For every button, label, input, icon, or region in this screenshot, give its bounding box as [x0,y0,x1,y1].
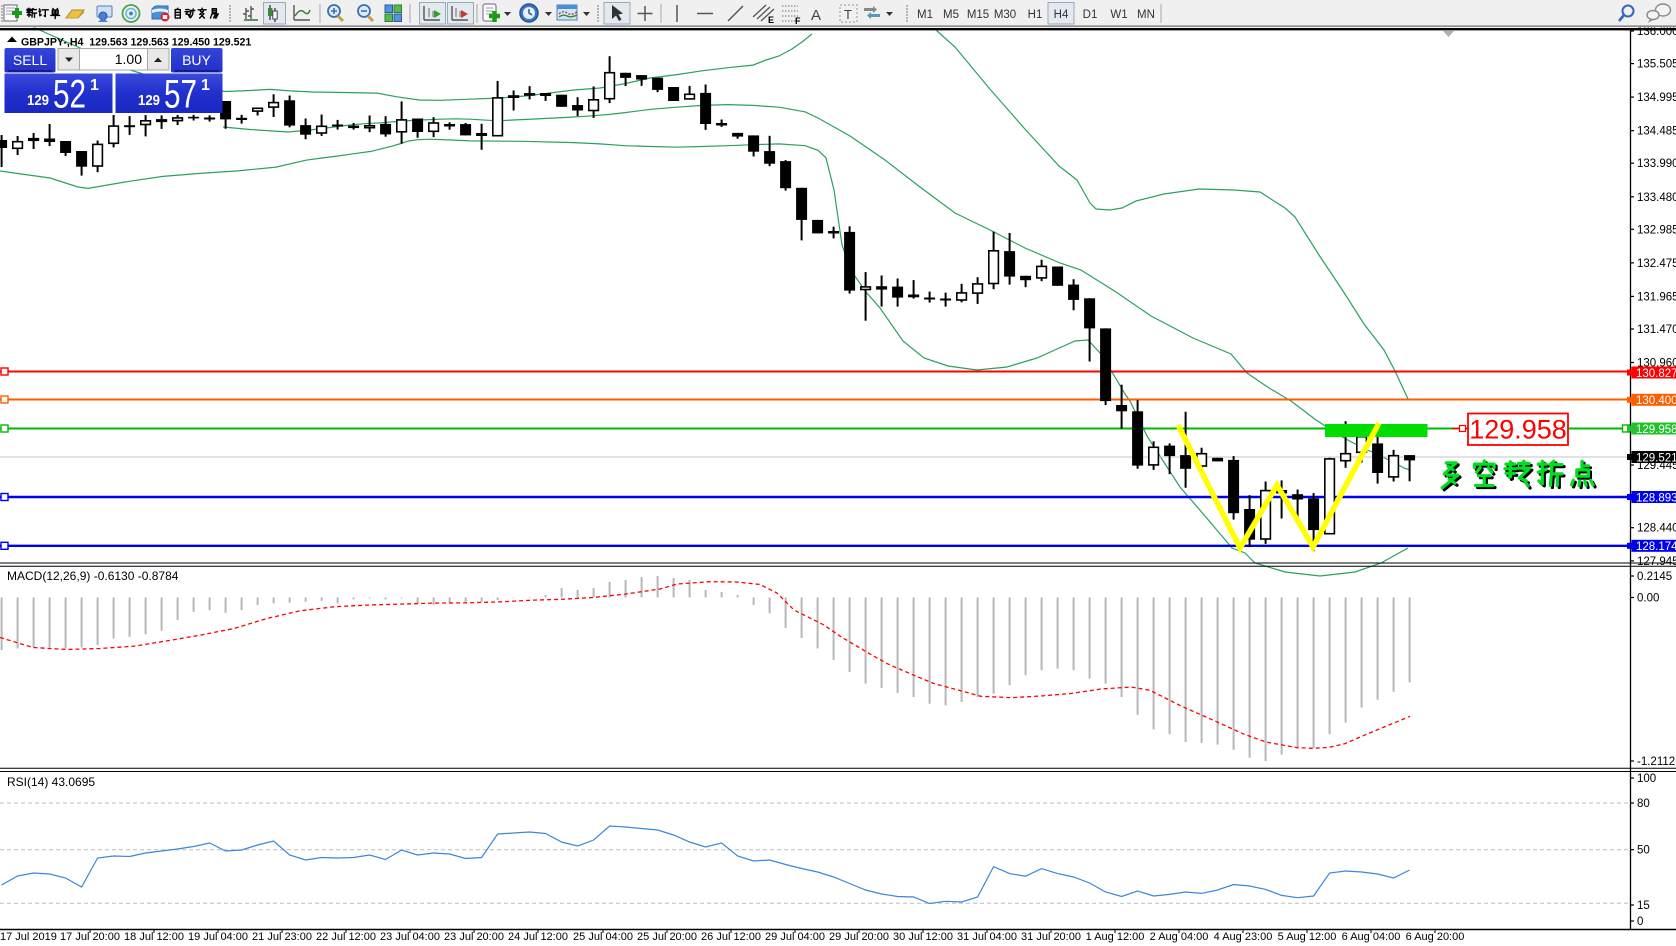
svg-text:24 Jul 12:00: 24 Jul 12:00 [508,931,568,943]
svg-text:MACD(12,26,9) -0.6130 -0.8784: MACD(12,26,9) -0.6130 -0.8784 [7,569,179,583]
svg-text:50: 50 [1637,845,1650,857]
svg-text:23 Jul 20:00: 23 Jul 20:00 [444,931,504,943]
svg-text:26 Jul 12:00: 26 Jul 12:00 [701,931,761,943]
svg-text:100: 100 [1637,773,1656,785]
svg-text:6 Aug 20:00: 6 Aug 20:00 [1406,931,1465,943]
svg-text:129: 129 [138,93,160,109]
svg-text:0: 0 [1637,916,1643,928]
svg-text:21 Jul 23:00: 21 Jul 23:00 [252,931,312,943]
svg-text:0.2145: 0.2145 [1637,571,1672,583]
svg-text:5 Aug 12:00: 5 Aug 12:00 [1278,931,1337,943]
svg-text:133.990: 133.990 [1637,158,1676,170]
svg-text:-1.2112: -1.2112 [1637,756,1675,768]
svg-text:25 Jul 04:00: 25 Jul 04:00 [573,931,633,943]
svg-text:M5: M5 [943,9,959,21]
svg-text:22 Jul 12:00: 22 Jul 12:00 [316,931,376,943]
svg-text:135.505: 135.505 [1637,59,1676,71]
svg-text:MN: MN [1137,9,1155,21]
svg-text:80: 80 [1637,798,1650,810]
svg-text:RSI(14) 43.0695: RSI(14) 43.0695 [7,775,95,789]
svg-text:29 Jul 20:00: 29 Jul 20:00 [829,931,889,943]
svg-text:129.958: 129.958 [1636,424,1676,436]
svg-text:130.400: 130.400 [1636,395,1676,407]
svg-text:131.965: 131.965 [1637,291,1676,303]
svg-text:129: 129 [27,93,49,109]
svg-text:4 Aug 23:00: 4 Aug 23:00 [1214,931,1273,943]
svg-text:1: 1 [201,77,210,94]
svg-text:18 Jul 12:00: 18 Jul 12:00 [124,931,184,943]
svg-text:T: T [844,7,852,22]
svg-text:30 Jul 12:00: 30 Jul 12:00 [893,931,953,943]
svg-text:29 Jul 04:00: 29 Jul 04:00 [765,931,825,943]
svg-text:M15: M15 [967,9,989,21]
svg-text:134.485: 134.485 [1637,126,1676,138]
svg-text:129.521: 129.521 [1636,452,1676,464]
svg-text:A: A [811,7,821,24]
svg-text:1 Aug 12:00: 1 Aug 12:00 [1086,931,1145,943]
svg-text:57: 57 [164,73,197,117]
svg-text:SELL: SELL [13,52,47,68]
svg-text:23 Jul 04:00: 23 Jul 04:00 [380,931,440,943]
svg-text:1: 1 [90,77,99,94]
svg-text:128.893: 128.893 [1636,492,1676,504]
svg-text:M1: M1 [917,9,933,21]
svg-text:2 Aug 04:00: 2 Aug 04:00 [1150,931,1209,943]
svg-text:H1: H1 [1028,9,1043,21]
svg-text:131.470: 131.470 [1637,324,1676,336]
svg-text:17 Jul 2019: 17 Jul 2019 [0,931,57,943]
svg-text:GBPJPY-,H4 129.563 129.563 12: GBPJPY-,H4 129.563 129.563 129.450 129.5… [21,37,251,49]
svg-text:127.945: 127.945 [1637,556,1676,568]
svg-text:D1: D1 [1083,9,1098,21]
svg-text:F: F [795,16,801,26]
svg-text:E: E [768,15,774,25]
svg-text:25 Jul 20:00: 25 Jul 20:00 [637,931,697,943]
svg-text:130.827: 130.827 [1636,368,1676,380]
svg-text:132.475: 132.475 [1637,258,1676,270]
svg-text:133.480: 133.480 [1637,192,1676,204]
svg-text:W1: W1 [1110,9,1127,21]
svg-text:128.174: 128.174 [1636,541,1676,553]
svg-text:129.958: 129.958 [1469,415,1567,445]
svg-text:0.00: 0.00 [1637,593,1659,605]
svg-text:52: 52 [53,73,86,117]
svg-text:31 Jul 04:00: 31 Jul 04:00 [957,931,1017,943]
svg-text:128.440: 128.440 [1637,523,1676,535]
svg-text:H4: H4 [1054,9,1069,21]
svg-text:136.000: 136.000 [1637,26,1676,38]
svg-text:BUY: BUY [182,52,211,68]
svg-text:15: 15 [1637,900,1650,912]
svg-text:19 Jul 04:00: 19 Jul 04:00 [188,931,248,943]
svg-text:M30: M30 [994,9,1016,21]
svg-text:31 Jul 20:00: 31 Jul 20:00 [1021,931,1081,943]
svg-text:17 Jul 20:00: 17 Jul 20:00 [60,931,120,943]
svg-text:132.985: 132.985 [1637,224,1676,236]
svg-text:6 Aug 04:00: 6 Aug 04:00 [1342,931,1401,943]
svg-text:134.995: 134.995 [1637,92,1676,104]
svg-text:1.00: 1.00 [115,51,142,67]
